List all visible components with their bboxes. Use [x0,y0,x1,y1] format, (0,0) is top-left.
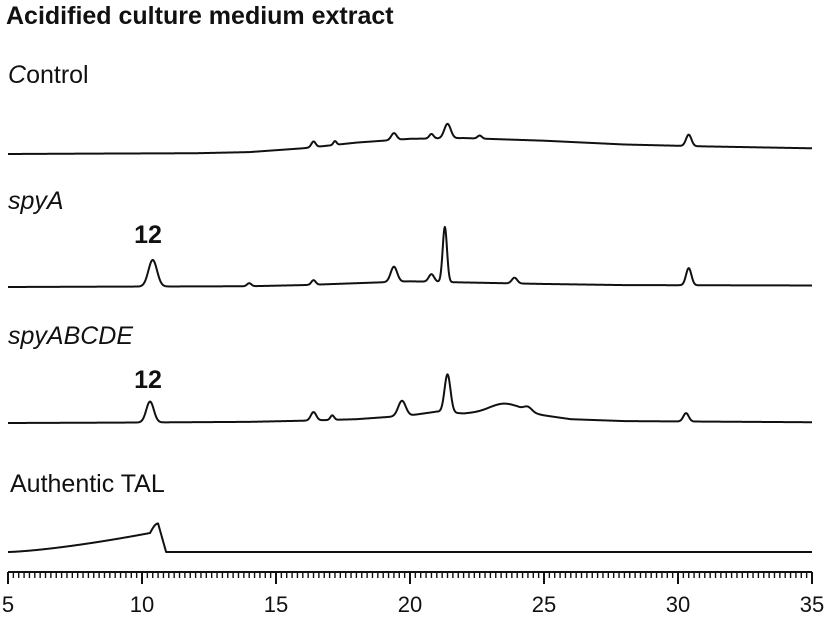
trace-label-control-rest: ontrol [26,61,89,89]
trace-control [7,122,813,155]
x-tick-label: 35 [800,592,824,617]
x-tick-label: 30 [666,592,690,617]
x-tick-label: 10 [130,592,154,617]
trace-label-spya: spyA [8,187,64,215]
x-tick-label: 5 [2,592,14,617]
x-tick-label: 15 [264,592,288,617]
trace-spyabcde [7,373,813,424]
trace-label-authentic-tal: Authentic TAL [10,470,165,498]
trace-label-control: Control [8,61,89,89]
x-tick-label: 20 [398,592,422,617]
peak-annotation-spya: 12 [134,221,162,249]
trace-label-control-italic: C [8,61,27,89]
trace-spya [7,225,813,288]
peak-annotation-spyabcde: 12 [134,366,162,394]
trace-authentic-tal [7,522,813,553]
x-axis: 5 10 15 20 25 30 35 [2,571,824,617]
chart-title: Acidified culture medium extract [6,2,394,30]
x-tick-label: 25 [532,592,556,617]
trace-label-spyabcde: spyABCDE [8,322,133,350]
